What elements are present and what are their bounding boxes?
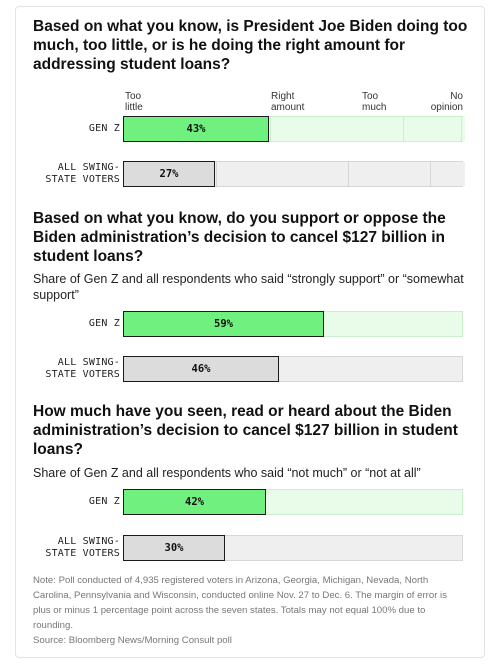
chart3-track-all: 30% xyxy=(123,535,463,561)
note-text: Note: Poll conducted of 4,935 registered… xyxy=(33,575,447,631)
chart1-segment-3 xyxy=(403,117,462,141)
chart1-bar-all-label: 27% xyxy=(159,168,179,180)
chart3-bar-genz-label: 42% xyxy=(185,496,204,508)
chart2-bar-genz-label: 59% xyxy=(214,318,233,330)
chart2-track-all: 46% xyxy=(123,356,463,382)
chart1-bar-all: 27% xyxy=(123,161,215,187)
footnote: Note: Poll conducted of 4,935 registered… xyxy=(33,573,465,648)
chart2-bar-genz: 59% xyxy=(123,311,324,337)
chart3-bar-all-label: 30% xyxy=(164,542,184,554)
chart1-track-all: 27% xyxy=(123,161,465,187)
chart1-title: Based on what you know, is President Joe… xyxy=(33,18,468,73)
chart1-segment-4 xyxy=(430,162,465,186)
chart1-bar-genz: 43% xyxy=(123,116,269,142)
scale-label-too-little: Too little xyxy=(125,91,143,113)
chart1-segment-4 xyxy=(461,117,465,141)
chart3-bar-genz: 42% xyxy=(123,489,266,515)
chart3-row-label-all: ALL SWING- STATE VOTERS xyxy=(45,536,120,559)
chart1-row-label-all: ALL SWING- STATE VOTERS xyxy=(45,162,120,185)
chart1-bar-genz-label: 43% xyxy=(186,123,206,135)
chart3-bar-all: 30% xyxy=(123,535,225,561)
scale-label-too-much: Too much xyxy=(362,91,387,113)
chart2-bar-all: 46% xyxy=(123,356,279,382)
chart2-title: Based on what you know, do you support o… xyxy=(33,210,446,265)
scale-label-no-opinion: No opinion xyxy=(430,91,463,113)
chart1-segment-3 xyxy=(348,162,431,186)
chart3-subtitle: Share of Gen Z and all respondents who s… xyxy=(33,466,421,480)
source-text: Source: Bloomberg News/Morning Consult p… xyxy=(33,635,232,646)
chart3-title: How much have you seen, read or heard ab… xyxy=(33,403,458,458)
chart1-segment-2 xyxy=(270,117,404,141)
chart2-track-genz: 59% xyxy=(123,311,463,337)
chart1-row-label-genz: GEN Z xyxy=(88,123,120,134)
chart3-track-genz: 42% xyxy=(123,489,463,515)
chart2-bar-all-label: 46% xyxy=(191,363,211,375)
chart3-row-label-genz: GEN Z xyxy=(88,496,120,507)
chart2-subtitle: Share of Gen Z and all respondents who s… xyxy=(33,272,464,302)
chart1-track-genz: 43% xyxy=(123,116,465,142)
chart-card xyxy=(15,6,485,658)
chart2-row-label-genz: GEN Z xyxy=(88,318,120,329)
chart2-row-label-all: ALL SWING- STATE VOTERS xyxy=(45,357,120,380)
scale-label-right-amount: Right amount xyxy=(271,91,305,113)
chart1-segment-2 xyxy=(216,162,350,186)
